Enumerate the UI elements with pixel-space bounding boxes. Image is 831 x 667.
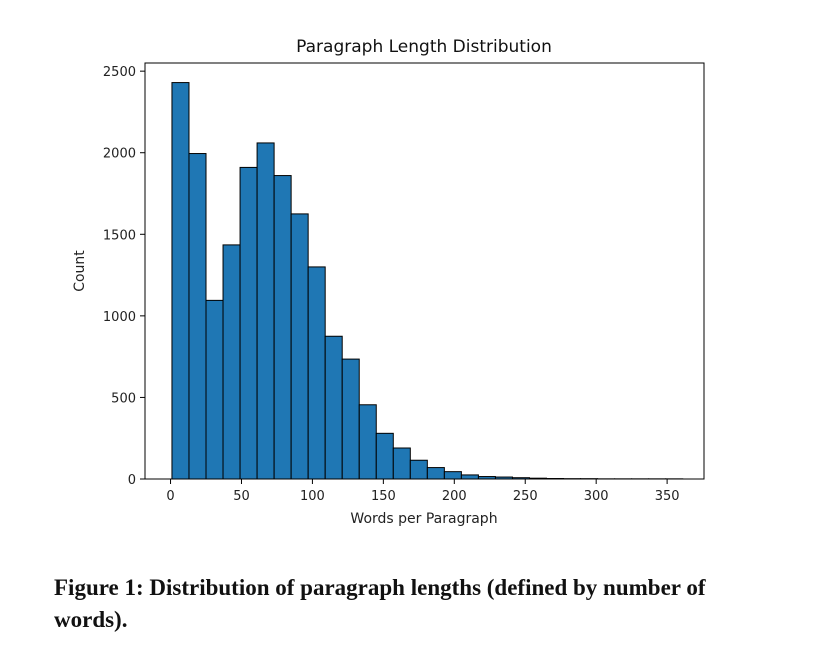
- histogram-bar: [426, 467, 445, 480]
- x-tick-label: 150: [371, 489, 396, 504]
- histogram-bar: [409, 459, 428, 480]
- y-tick-label: 0: [128, 473, 136, 488]
- histogram-bar: [273, 175, 292, 480]
- histogram-bar: [324, 335, 343, 480]
- x-axis-label: Words per Paragraph: [350, 511, 497, 527]
- histogram-bar: [222, 244, 241, 480]
- y-tick-label: 1000: [103, 310, 136, 325]
- histogram-bar: [205, 299, 224, 480]
- y-axis-ticks: 0 500 1000 1500 2000 2500: [103, 65, 145, 488]
- histogram-bar: [392, 447, 411, 480]
- y-tick-label: 500: [111, 391, 136, 406]
- plot-frame: [144, 62, 705, 480]
- histogram-bar: [307, 266, 326, 480]
- histogram-bar: [375, 432, 394, 480]
- histogram-bar: [290, 213, 309, 480]
- y-axis-label: Count: [72, 250, 88, 292]
- x-tick-label: 250: [513, 489, 538, 504]
- histogram-bar: [358, 404, 377, 480]
- histogram-bar: [443, 471, 462, 480]
- x-tick-label: 350: [655, 489, 680, 504]
- y-tick-label: 1500: [103, 228, 136, 243]
- x-tick-label: 200: [442, 489, 467, 504]
- x-tick-label: 0: [166, 489, 174, 504]
- chart-title: Paragraph Length Distribution: [296, 37, 552, 57]
- y-tick-label: 2000: [103, 147, 136, 162]
- figure-caption: Figure 1: Distribution of paragraph leng…: [54, 575, 706, 632]
- histogram-chart: Paragraph Length Distribution 0 50 100 150 2…: [72, 37, 705, 527]
- histogram-bar: [256, 142, 275, 480]
- histogram-bar: [341, 358, 360, 480]
- y-tick-label: 2500: [103, 65, 136, 80]
- x-tick-label: 300: [584, 489, 609, 504]
- x-tick-label: 100: [300, 489, 325, 504]
- histogram-bar: [171, 82, 190, 480]
- histogram-bar: [188, 153, 207, 480]
- x-axis-ticks: 0 50 100 150 200 250 300 350: [166, 479, 680, 504]
- bars-group: [171, 82, 684, 480]
- histogram-bar: [460, 474, 479, 480]
- histogram-bar: [239, 166, 258, 480]
- x-tick-label: 50: [233, 489, 250, 504]
